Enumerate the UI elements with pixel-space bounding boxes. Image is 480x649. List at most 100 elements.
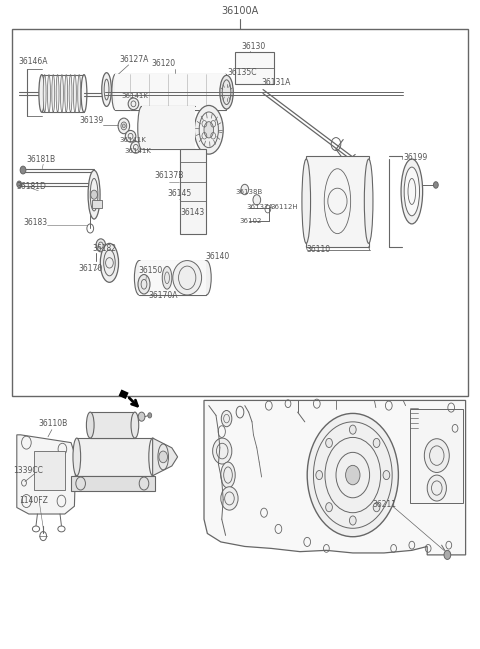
Bar: [71, 476, 155, 491]
Text: 36139: 36139: [79, 116, 104, 125]
Bar: [235, 52, 274, 84]
Ellipse shape: [221, 462, 235, 488]
Ellipse shape: [138, 275, 150, 294]
Ellipse shape: [131, 141, 141, 153]
Circle shape: [148, 413, 152, 418]
Text: 36140: 36140: [205, 252, 230, 261]
Text: 36150: 36150: [138, 265, 163, 275]
Circle shape: [159, 451, 168, 463]
Ellipse shape: [202, 260, 211, 295]
Text: 36182: 36182: [92, 244, 116, 253]
Text: 36127A: 36127A: [119, 55, 148, 64]
Ellipse shape: [52, 75, 55, 112]
Text: 36141K: 36141K: [121, 93, 148, 99]
Circle shape: [349, 425, 356, 434]
Bar: [139, 261, 206, 295]
Circle shape: [20, 166, 26, 174]
Text: 36100A: 36100A: [221, 6, 259, 16]
Ellipse shape: [102, 73, 111, 106]
Circle shape: [221, 487, 238, 510]
Ellipse shape: [162, 266, 172, 289]
Bar: [115, 74, 226, 110]
Ellipse shape: [39, 75, 45, 112]
Ellipse shape: [43, 75, 46, 112]
Ellipse shape: [60, 75, 63, 112]
Circle shape: [433, 182, 438, 188]
Bar: [12, 29, 468, 396]
Circle shape: [424, 439, 449, 472]
Ellipse shape: [128, 98, 139, 110]
Polygon shape: [17, 435, 76, 514]
Circle shape: [346, 465, 360, 485]
Circle shape: [373, 439, 380, 448]
Ellipse shape: [65, 75, 68, 112]
Ellipse shape: [73, 438, 81, 476]
Text: 36211: 36211: [372, 500, 396, 509]
Ellipse shape: [69, 75, 72, 112]
Circle shape: [349, 516, 356, 525]
Ellipse shape: [125, 130, 136, 142]
Text: 36130: 36130: [241, 42, 265, 51]
Text: 36141K: 36141K: [125, 148, 152, 154]
Ellipse shape: [302, 159, 311, 243]
Ellipse shape: [88, 171, 100, 219]
Text: 36143: 36143: [180, 208, 204, 217]
Text: 36102: 36102: [239, 218, 262, 224]
Text: 36181D: 36181D: [17, 182, 47, 191]
Text: 1140FZ: 1140FZ: [19, 496, 48, 505]
Ellipse shape: [364, 159, 373, 243]
Ellipse shape: [221, 411, 232, 427]
Ellipse shape: [112, 75, 119, 110]
Ellipse shape: [134, 260, 144, 295]
Ellipse shape: [122, 124, 125, 128]
Ellipse shape: [194, 105, 223, 154]
Text: 36110: 36110: [306, 245, 330, 254]
Bar: [180, 149, 206, 234]
Text: 36138B: 36138B: [235, 189, 263, 195]
Circle shape: [373, 502, 380, 511]
Text: 1339CC: 1339CC: [13, 466, 43, 475]
Circle shape: [91, 190, 97, 199]
Bar: [410, 409, 463, 503]
Circle shape: [138, 412, 145, 421]
Text: 36145: 36145: [167, 189, 192, 198]
Bar: [77, 438, 153, 476]
Text: 36131A: 36131A: [262, 78, 291, 87]
Bar: [306, 156, 369, 247]
Text: 36170A: 36170A: [148, 291, 178, 300]
Text: 36199: 36199: [403, 153, 428, 162]
Circle shape: [241, 184, 249, 195]
Ellipse shape: [222, 75, 229, 110]
Ellipse shape: [81, 75, 87, 112]
Bar: [92, 200, 102, 208]
Ellipse shape: [100, 243, 119, 282]
Ellipse shape: [131, 412, 139, 438]
Ellipse shape: [78, 75, 81, 112]
Circle shape: [444, 550, 451, 559]
Ellipse shape: [204, 122, 214, 138]
Text: 36181B: 36181B: [26, 154, 56, 164]
Circle shape: [383, 471, 390, 480]
Text: 36170: 36170: [78, 263, 103, 273]
Text: 36137B: 36137B: [155, 171, 184, 180]
Text: 36146A: 36146A: [18, 57, 48, 66]
Ellipse shape: [173, 260, 202, 295]
Ellipse shape: [404, 167, 420, 215]
Text: 36135C: 36135C: [228, 67, 257, 77]
Ellipse shape: [86, 412, 94, 438]
Polygon shape: [204, 400, 466, 555]
Circle shape: [316, 471, 323, 480]
Circle shape: [326, 439, 333, 448]
Ellipse shape: [401, 159, 422, 224]
Bar: [90, 412, 135, 438]
Polygon shape: [153, 438, 178, 476]
Ellipse shape: [48, 75, 50, 112]
Circle shape: [17, 181, 22, 188]
Text: 36141K: 36141K: [119, 137, 146, 143]
Circle shape: [427, 475, 446, 501]
Bar: [142, 106, 195, 149]
Ellipse shape: [220, 75, 233, 109]
Text: 36183: 36183: [23, 218, 47, 227]
Circle shape: [307, 413, 398, 537]
Text: 36120: 36120: [151, 59, 175, 68]
